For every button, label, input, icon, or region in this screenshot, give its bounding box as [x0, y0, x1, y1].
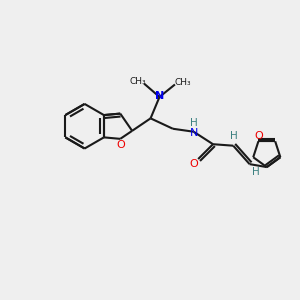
Text: N: N [190, 128, 199, 138]
Text: O: O [116, 140, 124, 150]
Text: O: O [189, 159, 198, 170]
Text: H: H [252, 167, 260, 177]
Text: H: H [230, 131, 238, 141]
Text: O: O [255, 131, 263, 141]
Text: CH₃: CH₃ [174, 78, 191, 87]
Text: CH₃: CH₃ [129, 77, 146, 86]
Text: H: H [190, 118, 198, 128]
Text: N: N [155, 91, 165, 101]
